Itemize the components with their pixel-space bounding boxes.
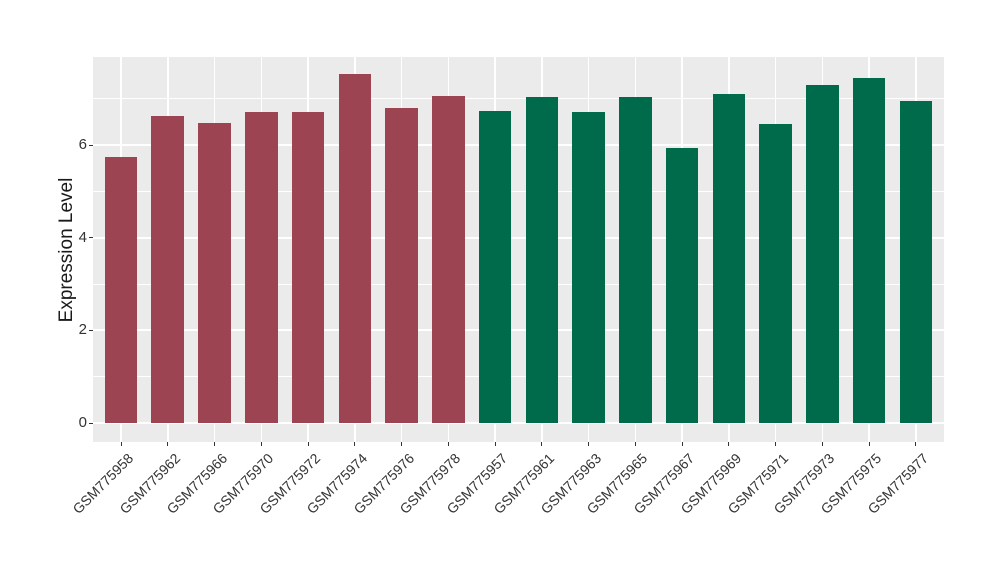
y-tick-label: 0	[78, 414, 87, 431]
x-tick-mark	[307, 442, 309, 446]
bar-GSM775972	[291, 112, 325, 423]
bar-GSM775973	[806, 84, 839, 423]
bar-GSM775962	[151, 116, 185, 423]
bar-GSM775971	[759, 124, 792, 423]
y-axis-title-text: Expression Level	[56, 177, 77, 323]
x-tick-mark	[401, 442, 403, 446]
x-tick-mark	[260, 442, 262, 446]
bar-GSM775975	[852, 77, 886, 423]
y-tick-mark	[89, 329, 93, 331]
x-tick-mark	[354, 442, 356, 446]
bar-GSM775963	[572, 112, 605, 423]
bar-GSM775977	[899, 101, 933, 423]
x-tick-mark	[681, 442, 683, 446]
x-tick-mark	[214, 442, 216, 446]
x-tick-mark	[167, 442, 169, 446]
bar-GSM775958	[104, 156, 138, 423]
y-tick-label: 6	[78, 136, 87, 153]
y-tick-label: 4	[78, 228, 87, 246]
x-tick-mark	[120, 442, 122, 446]
minor-gridline	[93, 283, 944, 285]
bar-GSM775957	[478, 111, 512, 423]
y-tick-label: 2	[78, 321, 87, 339]
y-tick-mark	[89, 144, 93, 146]
major-gridline	[93, 329, 944, 332]
x-tick-mark	[541, 442, 543, 446]
bar-GSM775976	[385, 107, 418, 423]
y-tick-mark	[89, 237, 93, 239]
y-tick-mark	[89, 422, 93, 424]
bar-GSM775966	[198, 122, 231, 423]
x-tick-mark	[821, 442, 823, 446]
x-tick-mark	[447, 442, 449, 446]
bar-GSM775969	[712, 93, 746, 423]
major-gridline	[93, 144, 944, 146]
x-tick-mark	[494, 442, 496, 446]
plot-panel	[93, 57, 944, 442]
major-gridline	[93, 236, 944, 239]
bar-GSM775974	[338, 73, 372, 423]
major-gridline	[93, 422, 944, 424]
x-tick-mark	[588, 442, 590, 446]
x-tick-mark	[634, 442, 636, 446]
minor-gridline	[93, 98, 944, 100]
x-tick-mark	[728, 442, 730, 446]
bar-GSM775961	[525, 96, 559, 423]
x-tick-mark	[915, 442, 917, 446]
x-tick-mark	[775, 442, 777, 446]
bar-GSM775978	[432, 95, 465, 423]
minor-gridline	[93, 376, 944, 378]
bar-GSM775970	[245, 112, 278, 423]
minor-gridline	[93, 190, 944, 192]
bar-GSM775967	[665, 147, 699, 423]
x-tick-mark	[868, 442, 870, 446]
bar-GSM775965	[619, 97, 652, 423]
